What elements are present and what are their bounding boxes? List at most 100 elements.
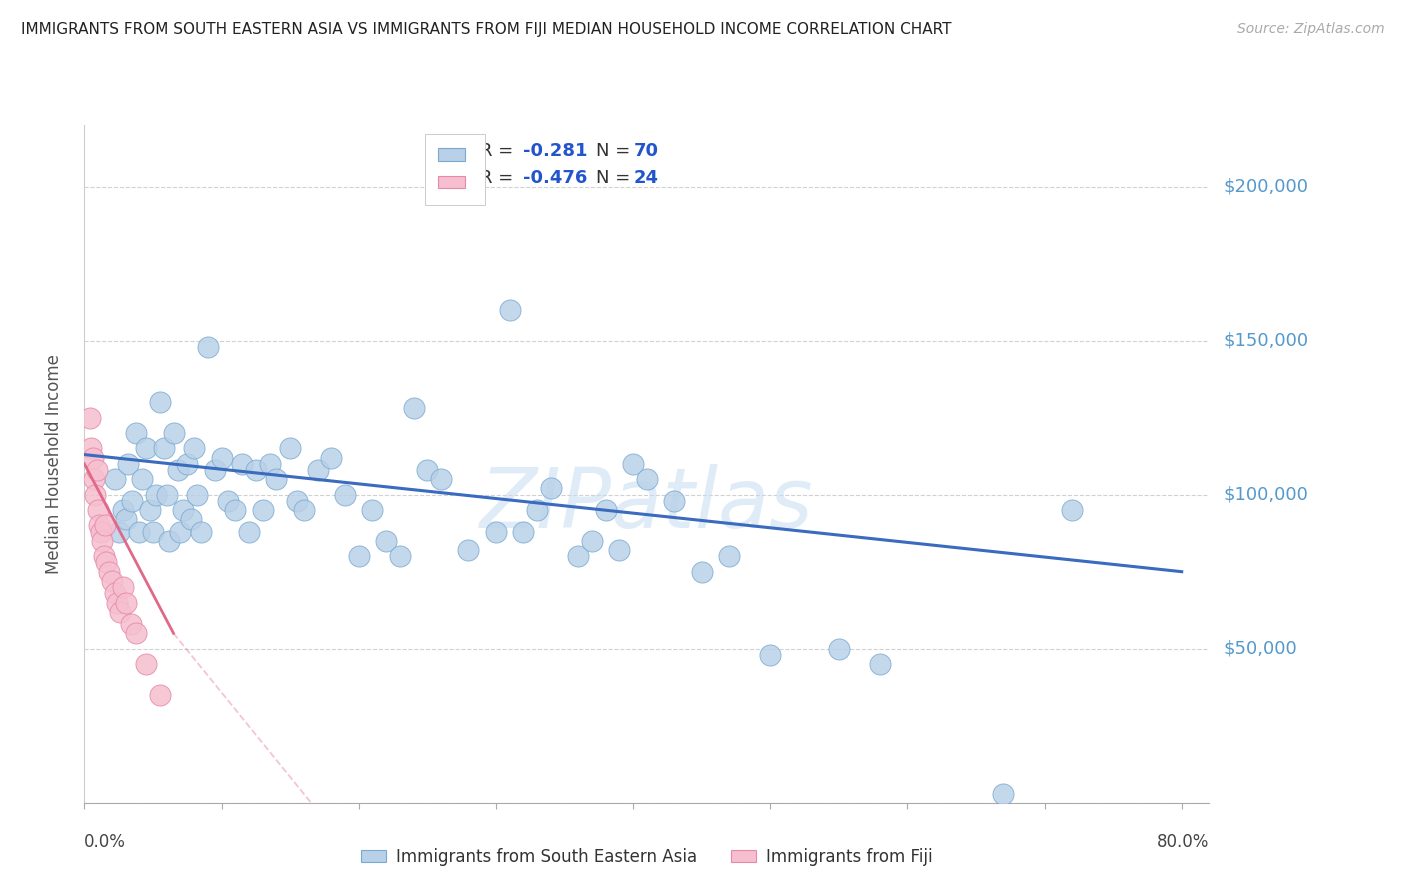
Point <box>245 463 267 477</box>
Point <box>307 463 329 477</box>
Point <box>190 524 212 539</box>
Point <box>526 503 548 517</box>
Point <box>664 493 686 508</box>
Point <box>139 503 162 517</box>
Point <box>402 401 425 416</box>
Point <box>86 463 108 477</box>
Point <box>145 488 167 502</box>
Point <box>111 503 134 517</box>
Text: -0.281: -0.281 <box>523 142 588 160</box>
Point <box>83 472 105 486</box>
Point <box>79 410 101 425</box>
Point <box>94 518 117 533</box>
Point <box>114 595 136 609</box>
Point <box>153 442 176 456</box>
Point <box>416 463 439 477</box>
Point <box>105 595 128 609</box>
Point <box>333 488 356 502</box>
Point <box>149 688 172 702</box>
Point <box>93 549 115 564</box>
Point <box>120 617 142 632</box>
Point <box>759 648 782 662</box>
Point <box>125 626 148 640</box>
Point <box>285 493 308 508</box>
Point <box>80 442 103 456</box>
Point <box>690 565 713 579</box>
Point <box>131 472 153 486</box>
Point <box>567 549 589 564</box>
Point <box>108 605 131 619</box>
Point <box>224 503 246 517</box>
Point <box>607 543 630 558</box>
Point <box>238 524 260 539</box>
Text: N =: N = <box>596 169 636 187</box>
Point <box>84 488 107 502</box>
Point <box>183 442 205 456</box>
Text: R =: R = <box>481 142 519 160</box>
Point <box>135 657 157 672</box>
Text: R =: R = <box>481 169 519 187</box>
Text: $200,000: $200,000 <box>1223 178 1308 195</box>
Point <box>388 549 411 564</box>
Point <box>169 524 191 539</box>
Point <box>636 472 658 486</box>
Point <box>135 442 157 456</box>
Point <box>718 549 741 564</box>
Point <box>581 533 603 548</box>
Text: -0.476: -0.476 <box>523 169 588 187</box>
Point <box>993 787 1015 801</box>
Point <box>172 503 194 517</box>
Point <box>259 457 281 471</box>
Point <box>114 512 136 526</box>
Point <box>278 442 301 456</box>
Text: N =: N = <box>596 142 636 160</box>
Point <box>485 524 508 539</box>
Text: 0.0%: 0.0% <box>84 833 127 851</box>
Point <box>121 493 143 508</box>
Point <box>96 556 118 570</box>
Point <box>231 457 253 471</box>
Point <box>142 524 165 539</box>
Point <box>217 493 239 508</box>
Point <box>101 574 124 588</box>
Point <box>91 533 114 548</box>
Point <box>87 503 110 517</box>
Point <box>498 302 520 317</box>
Point <box>186 488 208 502</box>
Point <box>90 524 112 539</box>
Point <box>266 472 288 486</box>
Text: Source: ZipAtlas.com: Source: ZipAtlas.com <box>1237 22 1385 37</box>
Point <box>361 503 384 517</box>
Point <box>321 450 343 465</box>
Text: 70: 70 <box>633 142 658 160</box>
Point <box>98 565 121 579</box>
Point <box>103 472 125 486</box>
Point <box>197 340 219 354</box>
Text: $150,000: $150,000 <box>1223 332 1308 350</box>
Point <box>375 533 398 548</box>
Point <box>111 580 134 594</box>
Point <box>162 425 184 440</box>
Point <box>128 524 150 539</box>
Text: 80.0%: 80.0% <box>1157 833 1209 851</box>
Point <box>156 488 179 502</box>
Text: $100,000: $100,000 <box>1223 485 1308 504</box>
Point <box>828 641 851 656</box>
Point <box>82 450 104 465</box>
Point <box>595 503 617 517</box>
Point <box>125 425 148 440</box>
Point <box>149 395 172 409</box>
Text: 24: 24 <box>633 169 658 187</box>
Point <box>157 533 180 548</box>
Point <box>166 463 188 477</box>
Point <box>89 518 111 533</box>
Point <box>457 543 479 558</box>
Point <box>204 463 226 477</box>
Point <box>869 657 891 672</box>
Text: $50,000: $50,000 <box>1223 640 1296 657</box>
Point <box>180 512 202 526</box>
Point <box>107 524 129 539</box>
Point <box>103 586 125 600</box>
Y-axis label: Median Household Income: Median Household Income <box>45 354 63 574</box>
Legend: Immigrants from South Eastern Asia, Immigrants from Fiji: Immigrants from South Eastern Asia, Immi… <box>354 841 939 872</box>
